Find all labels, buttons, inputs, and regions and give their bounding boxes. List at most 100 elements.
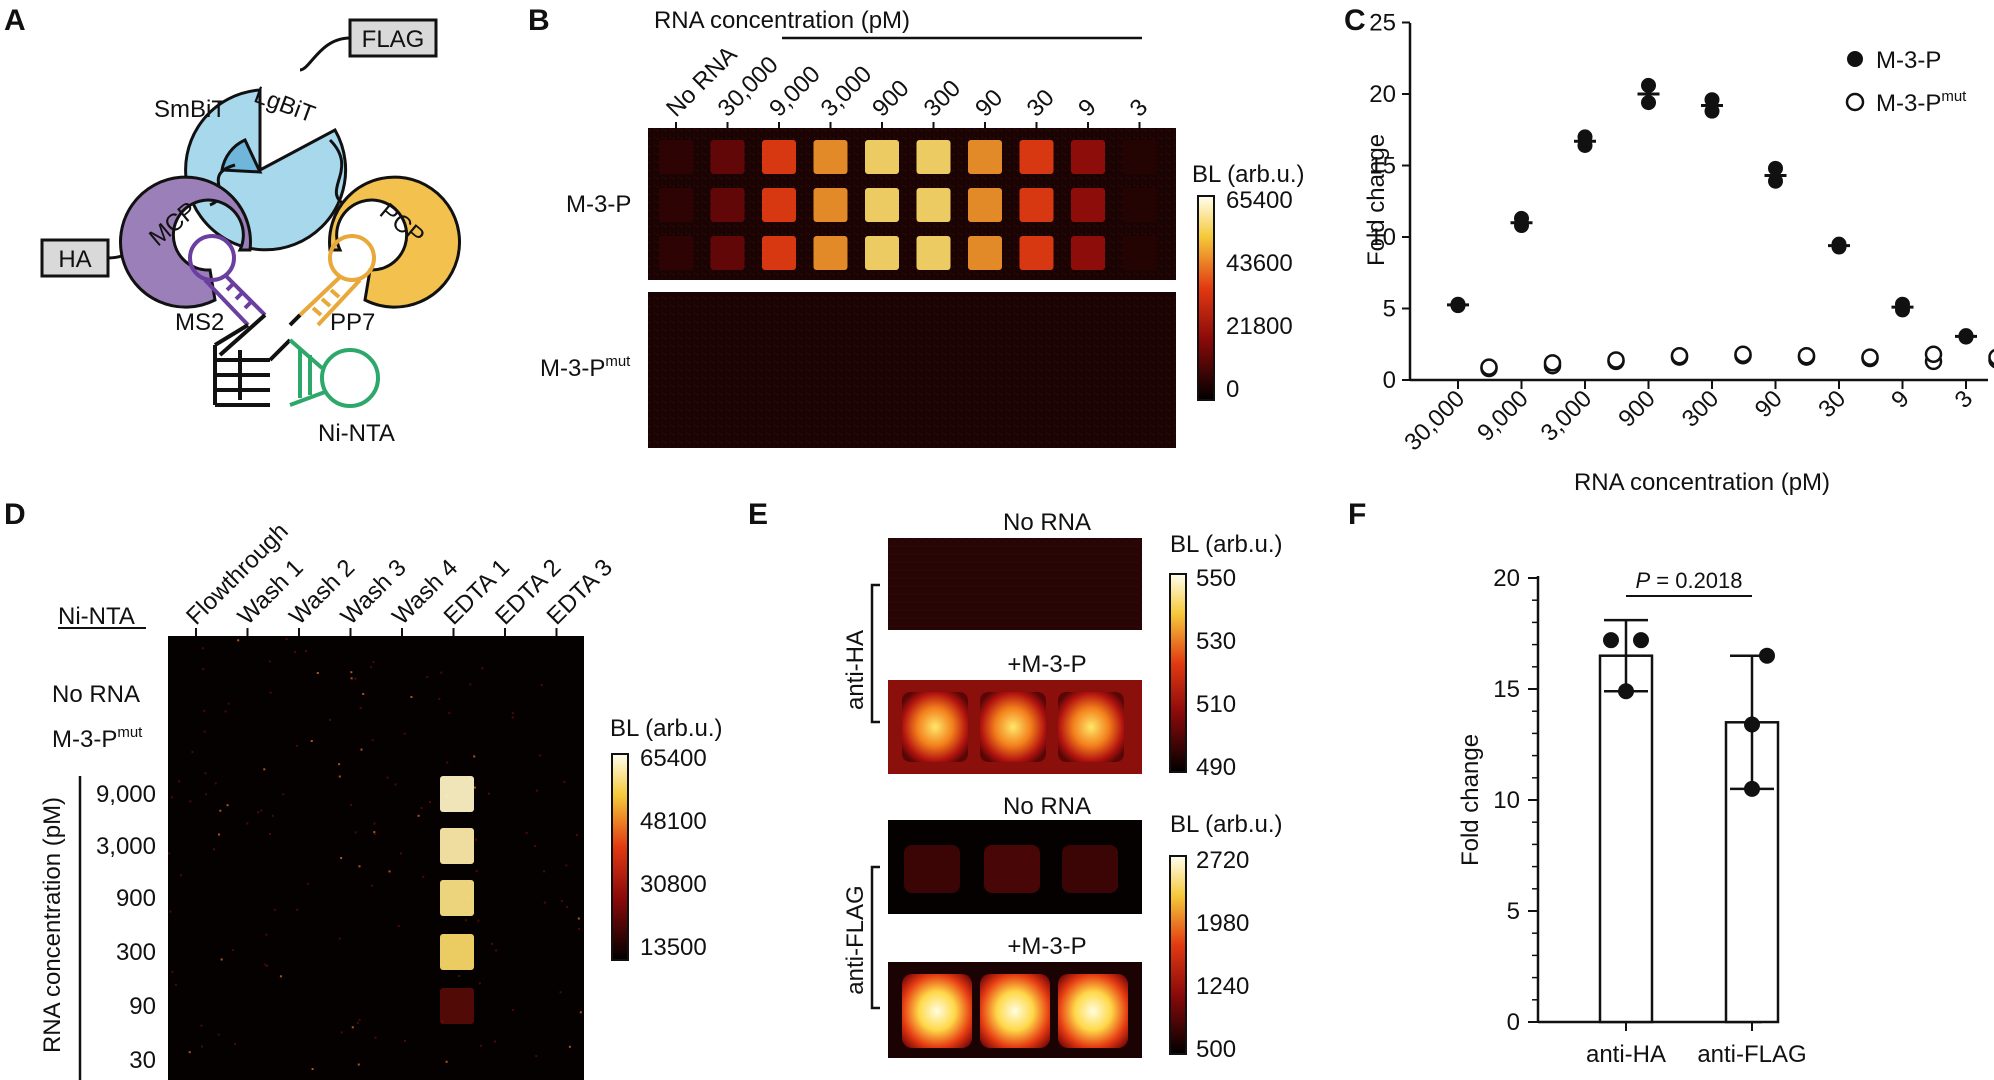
- pp7-hairpin: [298, 234, 376, 327]
- panel-c-legend-filled-marker: [1847, 51, 1863, 67]
- panel-c-points: [1447, 77, 1994, 378]
- panel-d-speckle-dot: [566, 906, 569, 908]
- panel-e-cbar1-tick: 510: [1196, 691, 1236, 718]
- panel-d-speckle-dot: [563, 781, 566, 783]
- panel-d-ylabel: RNA concentration (pM): [39, 797, 66, 1053]
- smbit-label: SmBiT: [154, 96, 226, 123]
- panel-d-speckle-dot: [174, 983, 177, 986]
- panel-d-speckle-dot: [201, 647, 204, 650]
- panel-d-speckle-dot: [358, 1018, 361, 1021]
- panel-d-speckle-dot: [473, 755, 476, 758]
- panel-d-speckle-dot: [464, 919, 467, 922]
- panel-f: 0 5 10 15 20 anti-HA anti-FLAG Fold change P …: [1457, 565, 1807, 1068]
- panel-d-title: Ni-NTA: [58, 603, 135, 630]
- panel-d-speckle-dot: [350, 804, 352, 806]
- panel-b-dot: [1122, 140, 1157, 174]
- panel-f-point: [1744, 716, 1760, 733]
- panel-d-speckle-dot: [338, 775, 341, 778]
- panel-d-speckle-dot: [231, 949, 234, 952]
- ha-label: HA: [58, 246, 91, 273]
- panel-c-xtick-label: 9: [1886, 385, 1915, 414]
- panel-d-speckle-dot: [373, 822, 376, 825]
- panel-f-xtick-label: anti-FLAG: [1697, 1041, 1806, 1068]
- panel-d-cbar-tick: 65400: [640, 745, 707, 772]
- panel-d-speckle-dot: [491, 942, 493, 945]
- panel-b-dot: [659, 236, 693, 270]
- panel-b-title: RNA concentration (pM): [654, 7, 910, 34]
- panel-d-speckle-dot: [577, 917, 580, 920]
- panel-d-speckle-dot: [200, 1024, 203, 1027]
- panel-c-ytick-label: 5: [1383, 296, 1396, 323]
- panel-d-speckle-dot: [264, 963, 267, 966]
- panel-d-speckle-dot: [296, 908, 299, 911]
- panel-c-point-mut: [1988, 348, 1994, 366]
- panel-c-point-mut: [1480, 358, 1498, 376]
- panel-b-dot: [1071, 236, 1105, 270]
- panel-b-dot: [916, 140, 951, 174]
- panel-e-ha-spot-1: [902, 692, 968, 762]
- panel-d-speckle-dot: [403, 732, 406, 735]
- panel-e-cbar1-tick: 490: [1196, 754, 1236, 781]
- panel-d-speckle-dot: [180, 874, 182, 877]
- panel-b-dot: [762, 188, 796, 222]
- panel-label-f: F: [1348, 498, 1366, 531]
- ninta-label: Ni-NTA: [318, 420, 395, 447]
- panel-b-dot: [968, 236, 1002, 270]
- panel-d-speckle-dot: [257, 811, 260, 814]
- panel-e: No RNA +M-3-P anti-HA BL (arb.u.) 550 530…: [842, 509, 1283, 1063]
- panel-d-speckle-dot: [213, 848, 216, 851]
- panel-b-cbar-tick: 43600: [1226, 250, 1293, 277]
- panel-d-speckle-dot: [351, 1026, 354, 1029]
- panel-b-dot: [1071, 188, 1105, 222]
- panel-b-dot: [762, 140, 796, 174]
- panel-b-dot: [762, 236, 796, 270]
- panel-b-row-wt: M-3-P: [566, 191, 631, 218]
- panel-d-speckle-dot: [511, 716, 514, 719]
- panel-d-speckle-dot: [329, 718, 331, 721]
- panel-d-speckle-dot: [168, 852, 171, 855]
- panel-b-row-mut: M-3-Pmut: [540, 353, 631, 382]
- panel-d-speckle-dot: [316, 672, 319, 674]
- panel-f-pvalue: P = 0.2018: [1635, 568, 1742, 593]
- panel-d-speckle-dot: [477, 919, 480, 922]
- panel-d-speckle-dot: [271, 814, 274, 817]
- panel-c-point-mut: [1924, 345, 1943, 364]
- panel-d-speckle-dot: [310, 740, 313, 742]
- panel-d-speckle-dot: [340, 1031, 343, 1034]
- panel-d-speckle-dot: [370, 666, 373, 669]
- panel-d-speckle-dot: [265, 933, 268, 936]
- panel-f-point: [1603, 632, 1619, 649]
- panel-b-dot: [710, 236, 745, 270]
- panel-d-speckle-dot: [338, 937, 341, 940]
- panel-c-legend-filled: M-3-P: [1876, 47, 1941, 74]
- panel-b-col-label: 9: [1073, 94, 1102, 123]
- panel-a-schematic: FLAG LgBiT SmBiT HA MCP PCP MS2: [40, 18, 462, 447]
- panel-d-speckle-dot: [386, 776, 389, 779]
- panel-e-ha-blank-noise: [888, 538, 1142, 630]
- panel-f-point: [1744, 780, 1760, 797]
- panel-d-speckle-dot: [535, 789, 538, 792]
- panel-d-speckle-dot: [273, 908, 276, 911]
- panel-e-cbar2-tick: 1980: [1196, 910, 1249, 937]
- panel-b-col-label: 3,000: [816, 61, 878, 123]
- panel-d-speckle-dot: [170, 796, 173, 799]
- panel-d-speckle-dot: [263, 768, 266, 771]
- panel-d-speckle-dot: [188, 1051, 191, 1054]
- panel-d-row-mut: M-3-Pmut: [52, 724, 143, 753]
- panel-d-speckle-dot: [565, 864, 568, 867]
- panel-label-a: A: [4, 4, 26, 37]
- panel-e-colorbar-2: [1169, 855, 1187, 1055]
- panel-d-speckle-dot: [359, 706, 362, 709]
- panel-c-xtick-label: 3: [1950, 385, 1979, 414]
- panel-f-ytick-label: 20: [1493, 565, 1520, 592]
- panel-c-point-mut: [1734, 345, 1752, 364]
- panel-d-speckle-dot: [279, 975, 282, 978]
- panel-e-no-rna-2: No RNA: [1003, 793, 1091, 820]
- panel-d-spot: [440, 880, 474, 916]
- panel-d-speckle-dot: [426, 676, 429, 678]
- panel-d-speckle-dot: [397, 925, 400, 927]
- panel-d-speckle-dot: [473, 786, 476, 789]
- panel-e-cbar2-tick: 1240: [1196, 973, 1249, 1000]
- panel-b-cbar-title: BL (arb.u.): [1192, 161, 1305, 188]
- panel-d-speckle-dot: [481, 667, 484, 670]
